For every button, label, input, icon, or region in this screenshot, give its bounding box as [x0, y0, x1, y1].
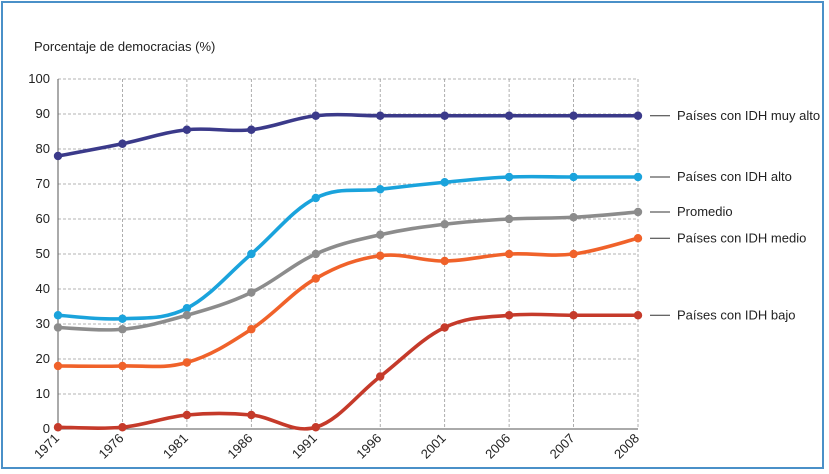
series-label: Países con IDH bajo [677, 307, 796, 322]
data-point [53, 323, 63, 332]
data-point [633, 111, 643, 120]
series-label: Países con IDH medio [677, 230, 806, 245]
data-point [633, 311, 643, 320]
series-line [56, 174, 640, 321]
data-point [53, 361, 63, 371]
data-point [376, 111, 385, 120]
data-point [247, 325, 256, 334]
x-tick-label: 1971 [31, 431, 62, 462]
data-point [633, 172, 643, 182]
data-point [504, 311, 514, 320]
series-labels: Países con IDH muy alto Países con IDH al… [650, 108, 820, 322]
x-tick-label: 1991 [289, 431, 320, 462]
data-point [440, 111, 449, 120]
data-point [569, 249, 578, 259]
data-point [440, 220, 449, 229]
x-tick-labels: 1971 1976 1981 1986 1991 1996 2001 2006 2007 2008 [31, 431, 642, 462]
y-tick-label: 80 [36, 141, 50, 156]
data-point [182, 311, 192, 320]
data-point [182, 125, 192, 134]
data-point [569, 111, 578, 120]
data-point [440, 256, 449, 266]
x-tick-label: 2006 [482, 431, 513, 462]
data-point [504, 249, 514, 259]
data-point [53, 311, 63, 320]
data-point [633, 207, 643, 217]
series-line [56, 210, 640, 332]
series-label: Promedio [677, 204, 733, 219]
y-tick-label: 90 [36, 106, 50, 121]
y-tick-label: 40 [36, 281, 50, 296]
data-point [182, 304, 192, 313]
axes [57, 79, 638, 430]
data-point [569, 213, 578, 222]
data-point [440, 178, 449, 187]
data-point [376, 185, 385, 194]
data-point [569, 311, 578, 320]
y-tick-label: 70 [36, 176, 50, 191]
data-point [247, 288, 256, 297]
data-point [504, 111, 514, 120]
data-point [311, 274, 320, 283]
data-point [118, 361, 127, 371]
data-point [182, 410, 192, 420]
data-point [118, 325, 127, 334]
data-point [569, 172, 578, 182]
y-tick-label: 100 [28, 71, 50, 86]
series-lines [53, 111, 643, 432]
data-point [440, 323, 449, 332]
x-tick-label: 2001 [418, 431, 449, 462]
data-point [247, 410, 256, 420]
series-label: Países con IDH muy alto [677, 108, 820, 123]
series-label: Países con IDH alto [677, 169, 792, 184]
data-point [376, 230, 385, 239]
data-point [53, 423, 63, 432]
y-tick-label: 30 [36, 316, 50, 331]
data-point [53, 151, 63, 161]
data-point [376, 372, 385, 381]
data-point [376, 251, 385, 260]
x-tick-label: 2008 [611, 431, 642, 462]
data-point [182, 358, 192, 367]
x-tick-label: 1981 [160, 431, 191, 462]
data-point [247, 249, 256, 259]
data-point [504, 214, 514, 224]
data-point [118, 139, 127, 148]
data-point [118, 423, 127, 432]
y-axis-label: Porcentaje de democracias (%) [34, 39, 215, 54]
y-tick-label: 10 [36, 386, 50, 401]
series-line [56, 312, 640, 431]
x-tick-label: 1976 [96, 431, 127, 462]
series-line [56, 236, 640, 369]
data-point [118, 314, 127, 323]
data-point [311, 249, 320, 259]
y-tick-label: 20 [36, 351, 50, 366]
data-point [633, 234, 643, 243]
data-point [311, 111, 320, 120]
x-tick-label: 1996 [353, 431, 384, 462]
y-tick-label: 50 [36, 246, 50, 261]
x-tick-label: 2007 [547, 431, 578, 462]
data-point [247, 125, 256, 134]
series-line [56, 112, 640, 158]
y-tick-label: 60 [36, 211, 50, 226]
data-point [311, 193, 320, 203]
x-tick-label: 1986 [224, 431, 255, 462]
data-point [504, 172, 514, 182]
y-tick-labels: 0 10 20 30 40 50 60 70 80 90 100 [28, 71, 50, 436]
data-point [311, 423, 320, 432]
y-tick-label: 0 [43, 421, 50, 436]
